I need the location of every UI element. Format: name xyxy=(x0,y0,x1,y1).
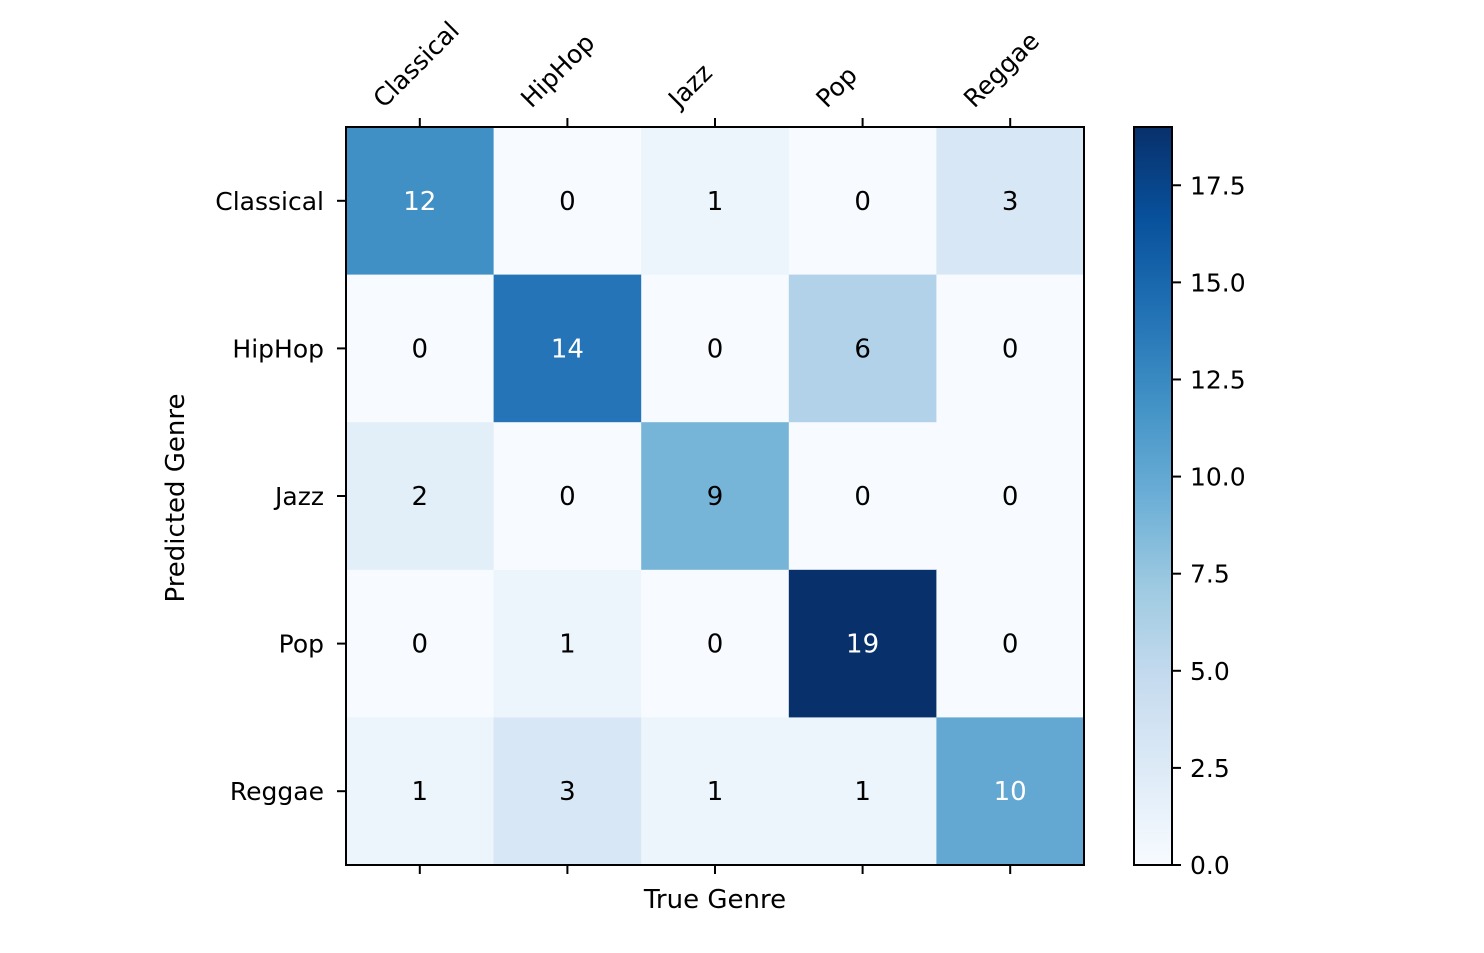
x-tick-label: HipHop xyxy=(515,28,600,113)
cell-value-label: 0 xyxy=(559,482,576,512)
cell-value-label: 0 xyxy=(707,630,724,660)
heatmap-cell xyxy=(493,569,642,718)
heatmap-cell xyxy=(936,274,1085,423)
cell-value-label: 1 xyxy=(412,777,429,807)
heatmap-cell xyxy=(936,569,1085,718)
heatmap-cell xyxy=(936,717,1085,866)
cell-value-label: 3 xyxy=(559,777,576,807)
heatmap-cell xyxy=(346,717,495,866)
y-axis-ticks: Classical HipHop Jazz Pop Reggae xyxy=(215,187,346,806)
heatmap-cell xyxy=(788,274,937,423)
cell-value-label: 2 xyxy=(412,482,429,512)
colorbar-tick-label: 0.0 xyxy=(1190,851,1230,880)
x-tick-label: Reggae xyxy=(958,26,1045,113)
cell-value-label: 1 xyxy=(559,630,576,660)
cell-value-label: 0 xyxy=(707,334,724,364)
heatmap-cell xyxy=(493,422,642,571)
heatmap-cell xyxy=(493,127,642,276)
cell-value-label: 10 xyxy=(994,777,1027,807)
heatmap-cell xyxy=(641,274,790,423)
cell-value-label: 0 xyxy=(1002,482,1019,512)
colorbar: 0.0 2.5 5.0 7.5 10.0 12.5 15.0 17.5 xyxy=(1133,126,1246,880)
heatmap-cell xyxy=(641,717,790,866)
heatmap-cell xyxy=(493,717,642,866)
cell-value-label: 1 xyxy=(707,777,724,807)
colorbar-tick-label: 5.0 xyxy=(1190,657,1230,686)
x-axis-label: True Genre xyxy=(643,885,786,915)
colorbar-gradient xyxy=(1133,126,1173,866)
colorbar-tick-label: 12.5 xyxy=(1190,365,1246,394)
x-tick-label: Pop xyxy=(810,61,863,114)
heatmap-cell xyxy=(493,274,642,423)
cell-value-label: 9 xyxy=(707,482,724,512)
cell-value-label: 3 xyxy=(1002,187,1019,217)
cell-value-label: 0 xyxy=(854,187,871,217)
heatmap-cell xyxy=(936,422,1085,571)
cell-value-label: 6 xyxy=(854,334,871,364)
colorbar-tick-label: 17.5 xyxy=(1190,171,1246,200)
y-tick-label: Jazz xyxy=(273,482,324,511)
colorbar-tick-label: 2.5 xyxy=(1190,754,1230,783)
x-tick-label: Jazz xyxy=(661,58,718,115)
cell-value-label: 1 xyxy=(707,187,724,217)
cell-value-label: 12 xyxy=(403,187,436,217)
heatmap-cell xyxy=(641,422,790,571)
heatmap-cell xyxy=(346,569,495,718)
cell-value-label: 0 xyxy=(412,630,429,660)
cell-value-label: 1 xyxy=(854,777,871,807)
cell-value-label: 0 xyxy=(854,482,871,512)
cell-value-label: 0 xyxy=(1002,334,1019,364)
heatmap-cell xyxy=(641,127,790,276)
heatmap-cell xyxy=(788,422,937,571)
cell-value-label: 14 xyxy=(551,334,584,364)
y-tick-label: HipHop xyxy=(232,334,324,363)
colorbar-tick-label: 10.0 xyxy=(1190,463,1246,492)
heatmap-cell xyxy=(346,127,495,276)
cell-value-label: 0 xyxy=(412,334,429,364)
cell-value-label: 0 xyxy=(1002,630,1019,660)
heatmap-cell xyxy=(641,569,790,718)
heatmap-cell xyxy=(346,422,495,571)
y-axis-label: Predicted Genre xyxy=(161,393,191,602)
heatmap-cell xyxy=(788,569,937,718)
colorbar-tick-label: 15.0 xyxy=(1190,268,1246,297)
heatmap-cell xyxy=(936,127,1085,276)
y-tick-label: Classical xyxy=(215,187,324,216)
y-tick-label: Reggae xyxy=(230,777,324,806)
heatmap-cell xyxy=(788,127,937,276)
y-tick-label: Pop xyxy=(279,630,324,659)
heatmap-cells: 12 0 1 0 30 14 0 6 02 0 9 0 00 1 0 19 01 3 1 1 10 xyxy=(346,127,1085,866)
colorbar-tick-label: 7.5 xyxy=(1190,560,1230,589)
heatmap-cell xyxy=(346,274,495,423)
cell-value-label: 19 xyxy=(846,630,879,660)
x-tick-label: Classical xyxy=(368,16,465,113)
heatmap-cell xyxy=(788,717,937,866)
cell-value-label: 0 xyxy=(559,187,576,217)
